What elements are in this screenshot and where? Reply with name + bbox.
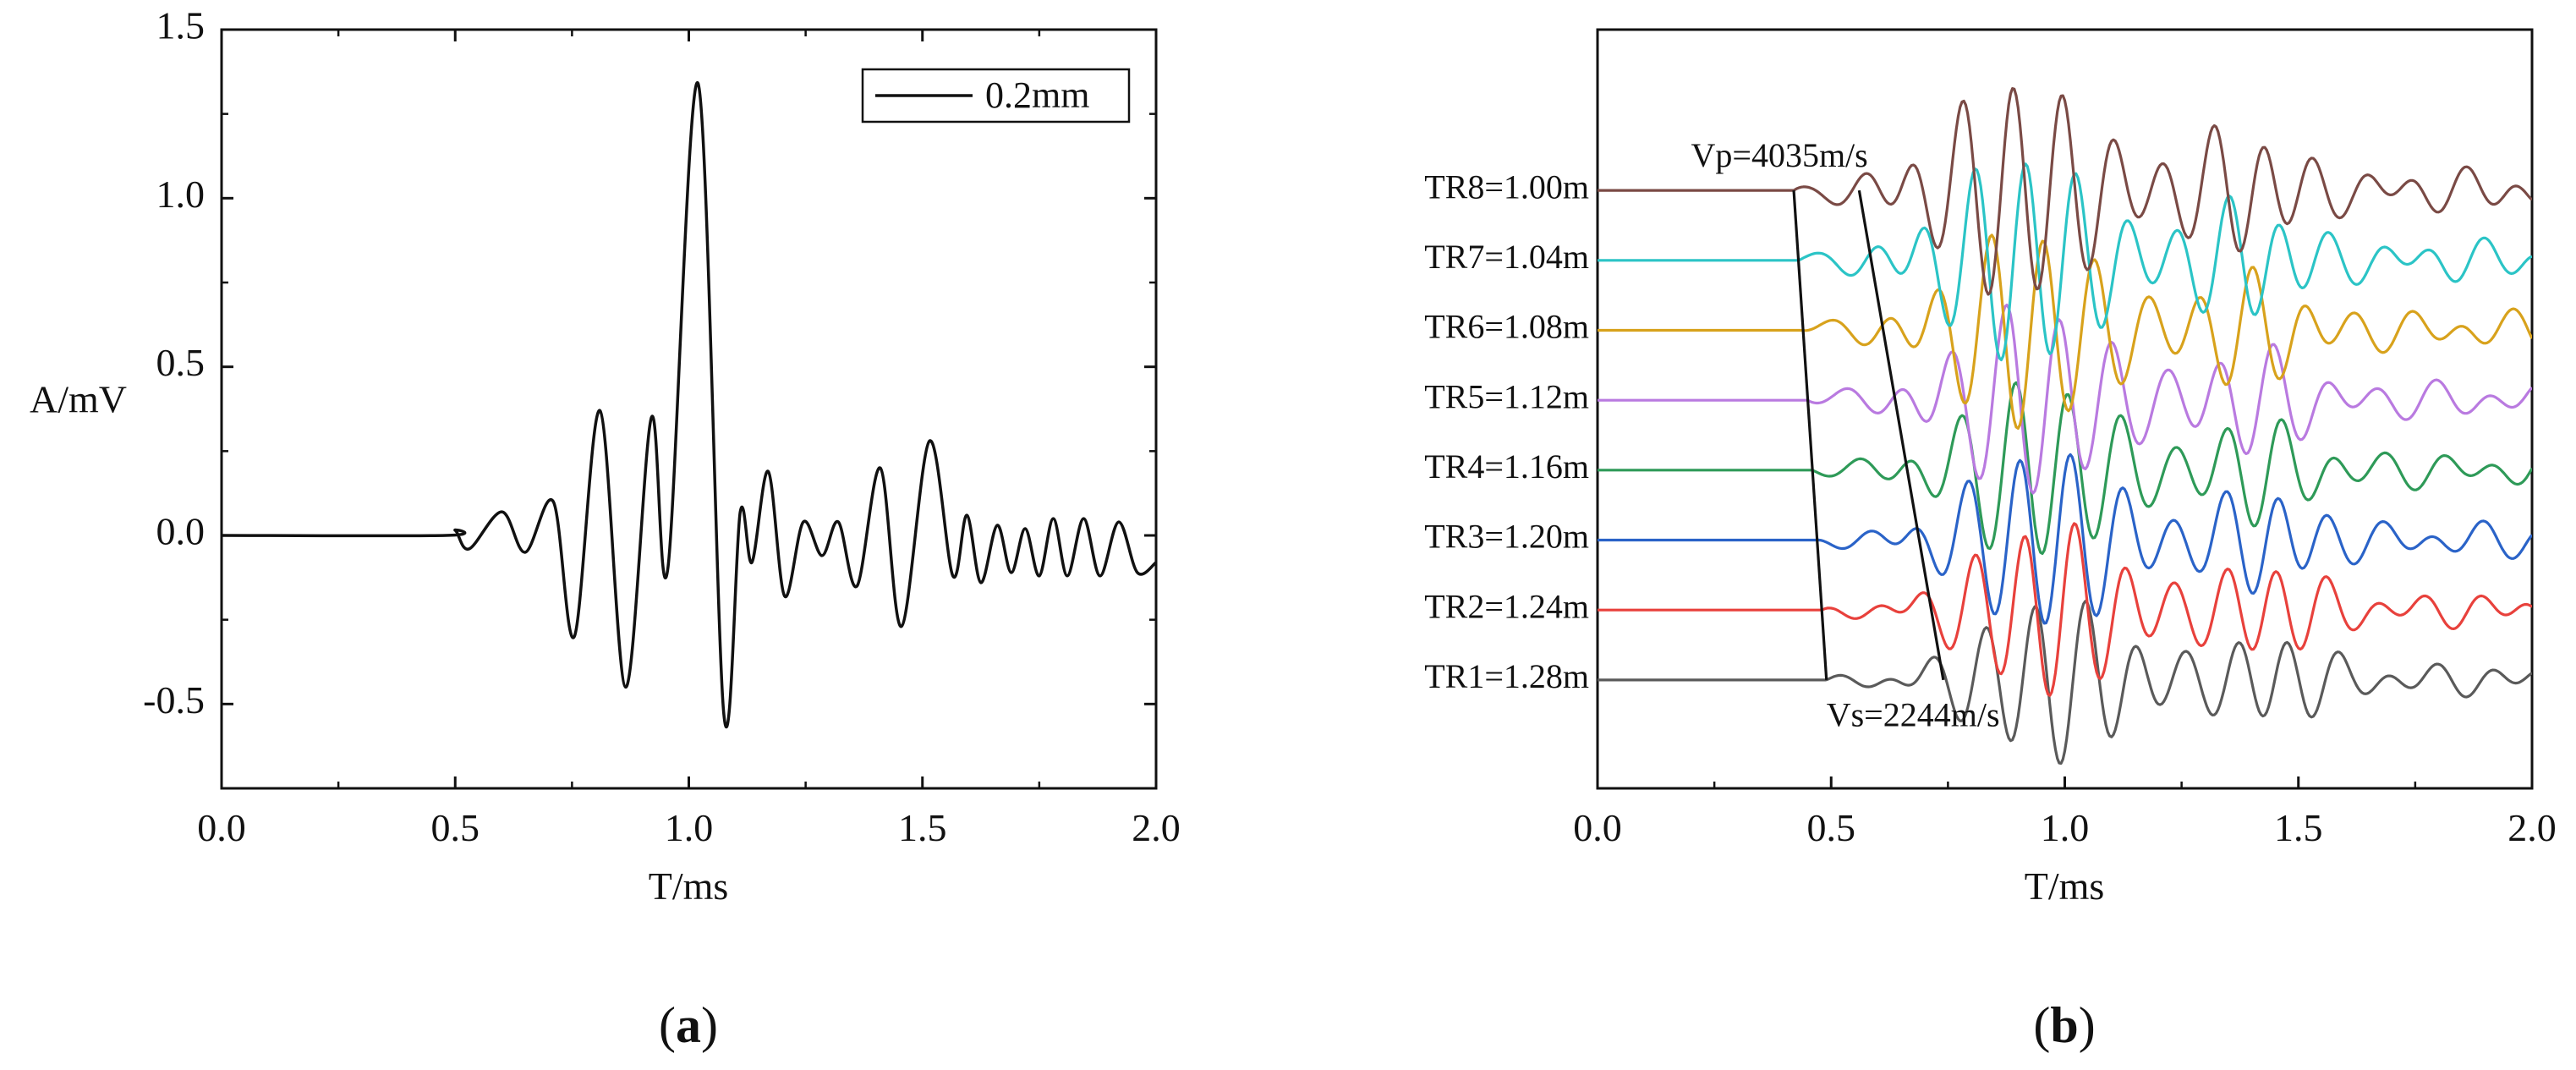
velocity-line-vs <box>1857 189 1945 681</box>
y-tick-label-a: 1.5 <box>156 4 206 47</box>
trace-label-tr7-1-04m: TR7=1.04m <box>1424 238 1589 276</box>
plot-frame-a <box>220 28 1158 790</box>
x-tick-label-b: 0.0 <box>1573 806 1622 849</box>
y-tick-label-a: 1.0 <box>156 173 206 216</box>
trace-line-tr8-1-00m <box>1598 86 2532 296</box>
x-tick-label-b: 2.0 <box>2507 806 2557 849</box>
trace-line-tr5-1-12m <box>1598 304 2532 495</box>
trace-label-tr4-1-16m: TR4=1.16m <box>1424 447 1589 486</box>
annotation-vs-2244m-s: Vs=2244m/s <box>1827 695 2000 733</box>
trace-line-tr3-1-20m <box>1598 453 2532 625</box>
x-tick-label-a: 0.0 <box>197 806 246 849</box>
panel-label-b: (b) <box>2033 997 2095 1053</box>
panel-label-a: (a) <box>659 997 718 1053</box>
trace-line-tr1-1-28m <box>1598 600 2532 765</box>
y-tick-label-a: -0.5 <box>143 678 205 722</box>
series-line-0-2mm <box>222 81 1156 728</box>
x-tick-label-a: 1.0 <box>665 806 714 849</box>
y-axis-title-a: A/mV <box>30 378 127 421</box>
trace-line-tr7-1-04m <box>1598 162 2532 362</box>
x-tick-label-b: 0.5 <box>1807 806 1856 849</box>
x-axis-title-a: T/ms <box>649 864 729 908</box>
trace-label-tr6-1-08m: TR6=1.08m <box>1424 308 1589 346</box>
trace-label-tr2-1-24m: TR2=1.24m <box>1424 587 1589 625</box>
annotation-vp-4035m-s: Vp=4035m/s <box>1691 136 1868 174</box>
x-tick-label-a: 2.0 <box>1132 806 1181 849</box>
panel-b: 0.0 0.5 1.0 1.5 2.0 T/ms TR1=1.28m TR2=1.24m T… <box>1424 28 2557 1053</box>
trace-label-tr8-1-00m: TR8=1.00m <box>1424 167 1589 206</box>
x-tick-label-a: 0.5 <box>431 806 480 849</box>
trace-line-tr6-1-08m <box>1598 233 2532 430</box>
x-axis-title-b: T/ms <box>2025 864 2105 908</box>
legend-entry-0.2mm: 0.2mm <box>985 74 1089 116</box>
trace-label-tr5-1-12m: TR5=1.12m <box>1424 377 1589 415</box>
y-tick-label-a: 0.5 <box>156 341 206 384</box>
panel-tag-a: a <box>676 997 701 1053</box>
legend-a: 0.2mm <box>861 68 1131 123</box>
y-tick-label-a: 0.0 <box>156 510 206 553</box>
x-tick-label-a: 1.5 <box>898 806 947 849</box>
x-tick-label-b: 1.0 <box>2041 806 2090 849</box>
panel-tag-b: b <box>2050 997 2078 1053</box>
velocity-line-vp <box>1792 190 1828 680</box>
x-tick-label-b: 1.5 <box>2274 806 2323 849</box>
panel-a: 0.0 0.5 1.0 1.5 2.0 -0.5 0.0 0.5 1.0 1.5 A/mV T/… <box>30 4 1181 1053</box>
trace-line-tr2-1-24m <box>1598 522 2532 697</box>
trace-label-tr1-1-28m: TR1=1.28m <box>1424 657 1589 695</box>
trace-label-tr3-1-20m: TR3=1.20m <box>1424 518 1589 556</box>
